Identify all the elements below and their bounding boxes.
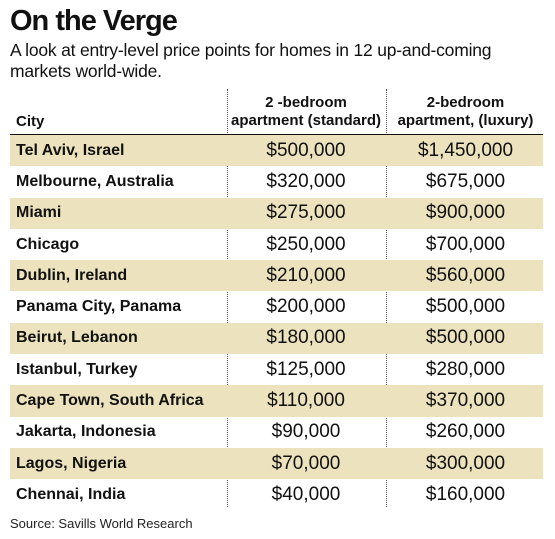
source-note: Source: Savills World Research xyxy=(10,516,193,531)
price-table: City 2 -bedroom apartment (standard) 2-b… xyxy=(10,89,543,511)
cell-city: Panama City, Panama xyxy=(16,298,182,316)
table-header: City 2 -bedroom apartment (standard) 2-b… xyxy=(10,89,543,135)
cell-luxury-price: $300,000 xyxy=(425,452,506,474)
cell-city: Dublin, Ireland xyxy=(16,266,128,284)
table-row: Istanbul, Turkey $125,000 $280,000 xyxy=(10,354,543,385)
cell-city: Miami xyxy=(16,204,62,222)
cell-luxury-price: $280,000 xyxy=(425,358,506,380)
cell-standard-price: $110,000 xyxy=(267,390,345,412)
cell-standard-price: $275,000 xyxy=(266,202,346,224)
table-body: Tel Aviv, Israel $500,000 $1,450,000 Melbou… xyxy=(10,135,543,511)
cell-standard-price: $250,000 xyxy=(266,233,346,255)
cell-luxury-price: $160,000 xyxy=(425,483,506,505)
column-divider-1 xyxy=(227,89,228,507)
cell-city: Jakarta, Indonesia xyxy=(16,423,156,441)
table-row: Chennai, India $40,000 $160,000 xyxy=(10,479,543,510)
cell-luxury-price: $900,000 xyxy=(425,202,506,224)
header-luxury-line1: 2-bedroom xyxy=(426,94,505,111)
column-divider-2 xyxy=(386,89,387,507)
cell-standard-price: $500,000 xyxy=(266,139,346,161)
cell-standard-price: $70,000 xyxy=(271,452,341,474)
header-standard-line2: apartment (standard) xyxy=(230,112,382,129)
header-standard: 2 -bedroom apartment (standard) xyxy=(226,94,386,130)
table-row: Chicago $250,000 $700,000 xyxy=(10,229,543,260)
cell-city: Melbourne, Australia xyxy=(16,172,174,190)
cell-standard-price: $180,000 xyxy=(266,327,346,349)
table-row: Cape Town, South Africa $110,000 $370,000 xyxy=(10,385,543,417)
cell-luxury-price: $700,000 xyxy=(425,233,506,255)
header-standard-line1: 2 -bedroom xyxy=(265,94,347,111)
cell-luxury-price: $500,000 xyxy=(425,327,506,349)
header-luxury-line2: apartment, (luxury) xyxy=(397,112,534,129)
cell-luxury-price: $1,450,000 xyxy=(417,139,514,161)
cell-city: Tel Aviv, Israel xyxy=(16,141,125,159)
table-row: Tel Aviv, Israel $500,000 $1,450,000 xyxy=(10,135,543,167)
cell-standard-price: $320,000 xyxy=(266,170,346,192)
cell-city: Lagos, Nigeria xyxy=(16,454,127,472)
cell-standard-price: $200,000 xyxy=(266,296,346,318)
table-row: Panama City, Panama $200,000 $500,000 xyxy=(10,291,543,322)
cell-standard-price: $40,000 xyxy=(271,483,341,505)
cell-city: Cape Town, South Africa xyxy=(16,392,204,410)
table-row: Miami $275,000 $900,000 xyxy=(10,197,543,229)
table-row: Lagos, Nigeria $70,000 $300,000 xyxy=(10,447,543,480)
chart-title: On the Verge xyxy=(10,5,178,37)
cell-standard-price: $125,000 xyxy=(266,358,346,380)
chart-subtitle: A look at entry-level price points for h… xyxy=(10,40,492,81)
cell-standard-price: $90,000 xyxy=(271,421,341,443)
table-row: Melbourne, Australia $320,000 $675,000 xyxy=(10,166,543,197)
cell-city: Istanbul, Turkey xyxy=(16,360,138,378)
table-row: Beirut, Lebanon $180,000 $500,000 xyxy=(10,322,543,355)
table-row: Jakarta, Indonesia $90,000 $260,000 xyxy=(10,417,543,448)
cell-city: Beirut, Lebanon xyxy=(16,329,138,347)
cell-luxury-price: $370,000 xyxy=(425,390,506,412)
cell-luxury-price: $675,000 xyxy=(425,170,506,192)
header-city: City xyxy=(16,113,45,130)
cell-luxury-price: $500,000 xyxy=(425,296,506,318)
cell-city: Chennai, India xyxy=(16,485,126,503)
cell-city: Chicago xyxy=(16,235,80,253)
cell-standard-price: $210,000 xyxy=(266,264,346,286)
header-luxury: 2-bedroom apartment, (luxury) xyxy=(388,94,543,130)
table-row: Dublin, Ireland $210,000 $560,000 xyxy=(10,260,543,292)
cell-luxury-price: $560,000 xyxy=(425,264,506,286)
cell-luxury-price: $260,000 xyxy=(425,421,506,443)
